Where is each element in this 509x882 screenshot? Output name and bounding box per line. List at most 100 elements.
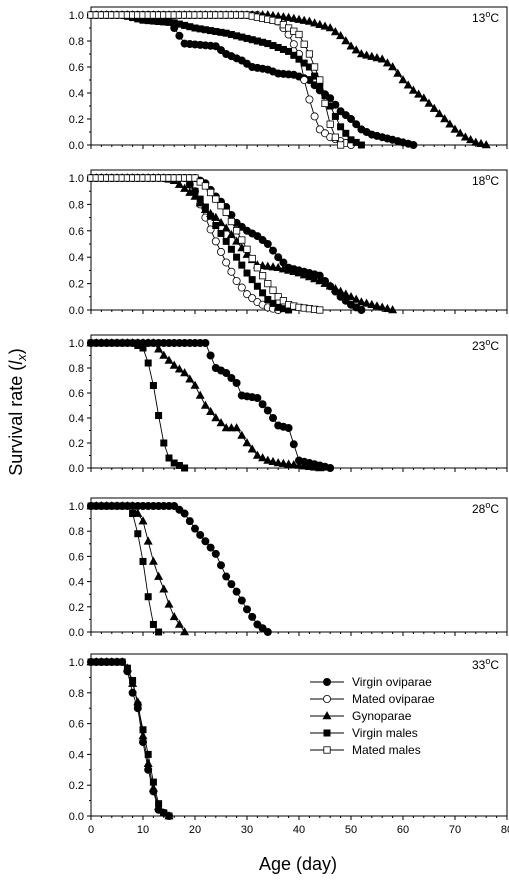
data-point [326, 463, 335, 472]
data-point [398, 75, 408, 84]
data-point [320, 21, 330, 30]
panel-5: 0.0 0.2 0.4 0.6 0.8 1.0 0 10 20 30 40 50 60 70 80 33oC V… [69, 653, 509, 836]
data-point [118, 658, 126, 666]
data-point [232, 227, 241, 235]
data-point [321, 92, 329, 100]
data-point [138, 516, 148, 525]
temperature-label: 33oC [472, 656, 499, 672]
data-point [148, 338, 158, 347]
data-point [351, 45, 361, 54]
data-point [139, 726, 147, 734]
data-point [305, 95, 314, 104]
data-point [195, 390, 205, 399]
data-point [331, 112, 339, 120]
data-point [221, 223, 231, 232]
data-point [129, 510, 137, 518]
data-point [248, 254, 256, 263]
legend-marker [323, 729, 331, 737]
data-point [134, 530, 142, 538]
data-point [393, 68, 403, 77]
data-point [382, 303, 392, 312]
series-virgin-oviparae [87, 338, 335, 472]
x-axis-title: Age (day) [259, 854, 337, 874]
data-point [362, 298, 372, 307]
data-point [377, 302, 387, 311]
data-point [143, 758, 153, 767]
data-point [304, 16, 314, 25]
data-point [242, 605, 251, 614]
data-point [211, 549, 220, 558]
data-point [216, 418, 226, 427]
data-point [258, 453, 268, 462]
data-point [295, 30, 303, 39]
data-point [155, 800, 163, 808]
legend: Virgin oviparae Mated oviparae Gynoparae Vi… [310, 675, 435, 757]
data-point [212, 222, 220, 230]
y-tick-label: 0.6 [69, 226, 84, 238]
data-point [273, 458, 283, 467]
data-point [222, 208, 230, 216]
series-line [91, 505, 185, 633]
data-point [258, 400, 267, 409]
data-point [238, 236, 246, 244]
y-tick-label: 1.0 [69, 501, 84, 513]
series-virgin-oviparae [87, 501, 272, 637]
data-point [310, 274, 320, 283]
data-point [263, 455, 273, 464]
panel-2: 0.0 0.2 0.4 0.6 0.8 1.0 18oC [69, 169, 508, 317]
data-point [315, 19, 325, 29]
data-point [185, 374, 195, 383]
temperature-label: 18oC [472, 172, 499, 188]
x-tick-label: 20 [189, 824, 201, 836]
data-point [310, 462, 320, 471]
data-point [409, 140, 418, 149]
data-point [273, 262, 283, 272]
data-point [154, 571, 164, 580]
data-point [247, 444, 257, 453]
data-point [139, 557, 147, 565]
data-point [445, 119, 455, 128]
data-point [211, 237, 220, 246]
data-point [471, 137, 481, 146]
data-point [253, 282, 261, 290]
data-point [180, 368, 190, 377]
legend-label: Virgin males [352, 726, 418, 740]
data-point [289, 40, 298, 49]
data-point [372, 301, 382, 310]
data-point [196, 530, 205, 539]
data-point [242, 290, 251, 299]
data-point [155, 411, 163, 419]
data-point [289, 266, 299, 276]
data-point [330, 27, 340, 36]
data-point [222, 258, 231, 267]
series-virgin-oviparae [87, 10, 418, 149]
data-point [253, 232, 262, 241]
data-point [242, 438, 252, 447]
data-point [419, 93, 429, 102]
data-point [159, 350, 169, 359]
data-point [165, 454, 173, 462]
data-point [356, 49, 366, 58]
data-point [206, 351, 215, 360]
data-point [408, 85, 418, 94]
data-point [336, 286, 346, 295]
data-point [180, 509, 189, 518]
data-point [227, 217, 235, 226]
y-tick-label: 1.0 [69, 173, 84, 185]
data-point [227, 373, 236, 382]
data-point [315, 276, 325, 285]
data-point [278, 264, 288, 273]
series-line [91, 505, 269, 633]
data-point [232, 276, 241, 285]
data-point [191, 187, 199, 195]
y-tick-label: 0.2 [69, 438, 84, 450]
y-tick-label: 0.6 [69, 719, 84, 731]
data-point [466, 134, 476, 144]
panel-4: 0.0 0.2 0.4 0.6 0.8 1.0 28oC [69, 497, 508, 639]
data-point [253, 393, 262, 402]
y-tick-label: 0.6 [69, 551, 84, 563]
data-point [300, 40, 308, 48]
data-point [414, 89, 424, 98]
data-point [352, 120, 361, 129]
y-tick-label: 0.4 [69, 252, 84, 264]
